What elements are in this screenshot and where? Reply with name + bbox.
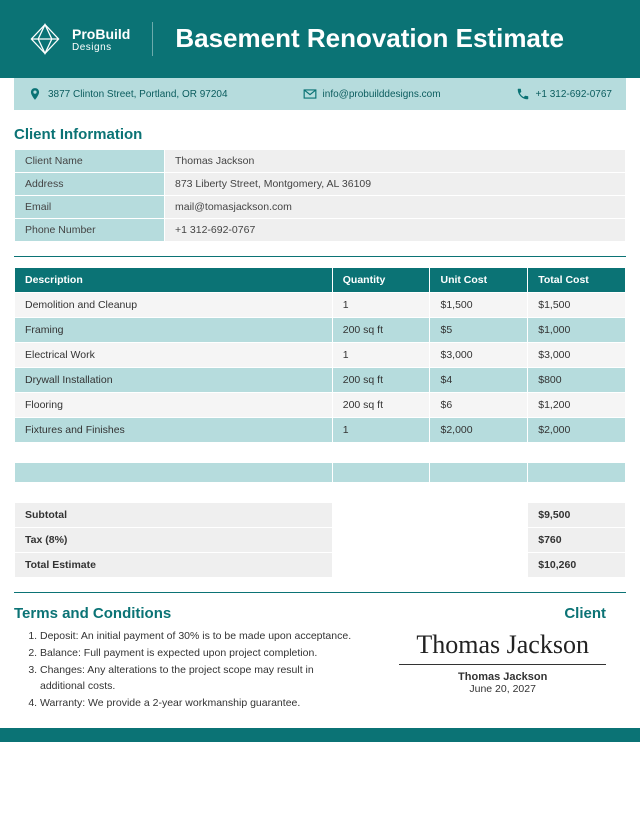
divider xyxy=(14,592,626,593)
divider xyxy=(14,256,626,257)
total-label: Total Estimate xyxy=(15,553,333,578)
table-cell: $2,000 xyxy=(528,418,626,443)
client-email-label: Email xyxy=(15,196,165,219)
table-cell: $3,000 xyxy=(528,343,626,368)
subtotal-label: Subtotal xyxy=(15,503,333,528)
table-cell: Framing xyxy=(15,318,333,343)
client-info-title: Client Information xyxy=(14,126,626,143)
contact-email-text: info@probuilddesigns.com xyxy=(323,89,441,100)
client-name-value: Thomas Jackson xyxy=(165,150,626,173)
signature-script: Thomas Jackson xyxy=(379,630,626,660)
items-table: Description Quantity Unit Cost Total Cos… xyxy=(14,267,626,578)
page-title: Basement Renovation Estimate xyxy=(153,24,564,54)
client-address-label: Address xyxy=(15,173,165,196)
col-unit-cost: Unit Cost xyxy=(430,268,528,293)
table-cell: $1,500 xyxy=(430,293,528,318)
contact-bar: 3877 Clinton Street, Portland, OR 97204 … xyxy=(14,78,626,110)
table-cell: 200 sq ft xyxy=(332,368,430,393)
terms-title: Terms and Conditions xyxy=(14,605,359,622)
terms-section: Terms and Conditions Deposit: An initial… xyxy=(14,605,359,712)
bottom-bar xyxy=(0,728,640,742)
map-pin-icon xyxy=(28,87,42,101)
contact-phone: +1 312-692-0767 xyxy=(516,87,612,101)
col-quantity: Quantity xyxy=(332,268,430,293)
header: ProBuild Designs Basement Renovation Est… xyxy=(0,0,640,78)
table-cell: 1 xyxy=(332,293,430,318)
table-row: Fixtures and Finishes1$2,000$2,000 xyxy=(15,418,626,443)
total-value: $10,260 xyxy=(528,553,626,578)
client-phone-label: Phone Number xyxy=(15,219,165,242)
terms-list: Deposit: An initial payment of 30% is to… xyxy=(14,628,359,712)
col-description: Description xyxy=(15,268,333,293)
table-cell: 1 xyxy=(332,418,430,443)
table-cell: Electrical Work xyxy=(15,343,333,368)
client-address-value: 873 Liberty Street, Montgomery, AL 36109 xyxy=(165,173,626,196)
table-cell: $4 xyxy=(430,368,528,393)
logo-block: ProBuild Designs xyxy=(28,22,153,56)
logo-icon xyxy=(28,22,62,56)
table-row: Drywall Installation200 sq ft$4$800 xyxy=(15,368,626,393)
contact-phone-text: +1 312-692-0767 xyxy=(536,89,612,100)
table-row: Flooring200 sq ft$6$1,200 xyxy=(15,393,626,418)
contact-address-text: 3877 Clinton Street, Portland, OR 97204 xyxy=(48,89,228,100)
table-cell: $800 xyxy=(528,368,626,393)
terms-item: Warranty: We provide a 2-year workmanshi… xyxy=(40,695,359,712)
signature-date: June 20, 2027 xyxy=(379,683,626,695)
table-row: Demolition and Cleanup1$1,500$1,500 xyxy=(15,293,626,318)
table-cell: $1,000 xyxy=(528,318,626,343)
brand-sub: Designs xyxy=(72,42,130,53)
contact-email: info@probuilddesigns.com xyxy=(303,87,441,101)
signature-section: Client Thomas Jackson Thomas Jackson Jun… xyxy=(379,605,626,712)
brand-name: ProBuild xyxy=(72,26,130,42)
table-cell: Fixtures and Finishes xyxy=(15,418,333,443)
table-cell: Flooring xyxy=(15,393,333,418)
client-email-value: mail@tomasjackson.com xyxy=(165,196,626,219)
col-total-cost: Total Cost xyxy=(528,268,626,293)
table-cell: $1,500 xyxy=(528,293,626,318)
signature-title: Client xyxy=(379,605,626,622)
table-cell: 200 sq ft xyxy=(332,393,430,418)
mail-icon xyxy=(303,87,317,101)
table-row: Electrical Work1$3,000$3,000 xyxy=(15,343,626,368)
contact-address: 3877 Clinton Street, Portland, OR 97204 xyxy=(28,87,228,101)
table-cell: $5 xyxy=(430,318,528,343)
client-name-label: Client Name xyxy=(15,150,165,173)
signature-name: Thomas Jackson xyxy=(379,671,626,683)
table-cell: Drywall Installation xyxy=(15,368,333,393)
terms-item: Balance: Full payment is expected upon p… xyxy=(40,645,359,662)
terms-item: Deposit: An initial payment of 30% is to… xyxy=(40,628,359,645)
table-cell: 1 xyxy=(332,343,430,368)
client-phone-value: +1 312-692-0767 xyxy=(165,219,626,242)
table-cell: $1,200 xyxy=(528,393,626,418)
table-cell: 200 sq ft xyxy=(332,318,430,343)
tax-value: $760 xyxy=(528,528,626,553)
subtotal-value: $9,500 xyxy=(528,503,626,528)
tax-label: Tax (8%) xyxy=(15,528,333,553)
signature-line xyxy=(399,664,606,665)
phone-icon xyxy=(516,87,530,101)
terms-item: Changes: Any alterations to the project … xyxy=(40,662,359,696)
table-cell: $3,000 xyxy=(430,343,528,368)
table-cell: Demolition and Cleanup xyxy=(15,293,333,318)
table-cell: $6 xyxy=(430,393,528,418)
client-info-table: Client NameThomas Jackson Address873 Lib… xyxy=(14,149,626,242)
table-cell: $2,000 xyxy=(430,418,528,443)
table-row: Framing200 sq ft$5$1,000 xyxy=(15,318,626,343)
